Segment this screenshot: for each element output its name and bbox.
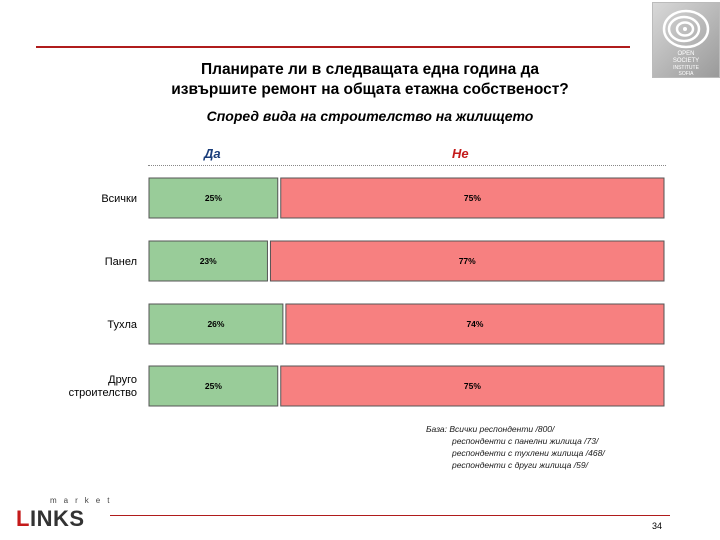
legend-divider xyxy=(148,165,666,166)
brand-big-text: LINKS xyxy=(16,506,85,532)
logo-line1: OPEN xyxy=(677,51,695,57)
label-yes-0: 25% xyxy=(205,193,222,203)
bar-yes-0 xyxy=(148,177,279,219)
bar-yes-3 xyxy=(148,365,279,407)
brand-small-text: market xyxy=(50,496,117,505)
osi-logo: OPEN SOCIETY INSTITUTE SOFIA xyxy=(652,2,720,78)
title-line2: извършите ремонт на общата етажна собств… xyxy=(171,81,569,98)
logo-line4: SOFIA xyxy=(678,71,694,77)
base-note-line1: База: Всички респонденти /800/ xyxy=(426,424,555,434)
bar-yes-2 xyxy=(148,303,284,345)
label-no-3: 75% xyxy=(464,381,481,391)
brand-rest: INKS xyxy=(29,506,85,531)
label-no-2: 74% xyxy=(466,319,483,329)
logo-line3: INSTITUTE xyxy=(673,65,699,71)
base-note-line3: респонденти с тухлени жилища /468/ xyxy=(452,448,605,458)
header-rule xyxy=(36,46,630,48)
legend-yes: Да xyxy=(204,146,221,161)
bar-no-3 xyxy=(280,365,665,407)
title-line1: Планирате ли в следващата една година да xyxy=(200,61,540,78)
bar-yes-1 xyxy=(148,240,268,282)
base-note-line2: респонденти с панелни жилища /73/ xyxy=(452,436,599,446)
category-label-1: Панел xyxy=(105,256,137,268)
category-label-2: Тухла xyxy=(107,319,138,331)
bar-no-1 xyxy=(269,240,665,282)
label-no-1: 77% xyxy=(459,256,476,266)
label-yes-3: 25% xyxy=(205,381,222,391)
base-note-line4: респонденти с други жилища /59/ xyxy=(452,460,588,470)
page-number: 34 xyxy=(652,521,663,531)
base-note: База: Всички респонденти /800/ респонден… xyxy=(426,423,605,471)
label-yes-2: 26% xyxy=(207,319,224,329)
brand-accent-letter: L xyxy=(16,506,30,531)
label-yes-1: 23% xyxy=(200,256,217,266)
page-title: Планирате ли в следващата една година да… xyxy=(140,60,600,100)
logo-line2: SOCIETY xyxy=(672,58,700,64)
footer-rule xyxy=(110,515,670,516)
bar-no-2 xyxy=(285,303,665,345)
bar-no-0 xyxy=(280,177,665,219)
category-label-3: Друго строителство xyxy=(69,374,137,399)
spiral-icon xyxy=(662,9,710,49)
legend-no: Не xyxy=(452,146,469,161)
category-label-0: Всички xyxy=(101,193,137,205)
page-subtitle: Според вида на строителство на жилището xyxy=(206,108,534,124)
label-no-0: 75% xyxy=(464,193,481,203)
